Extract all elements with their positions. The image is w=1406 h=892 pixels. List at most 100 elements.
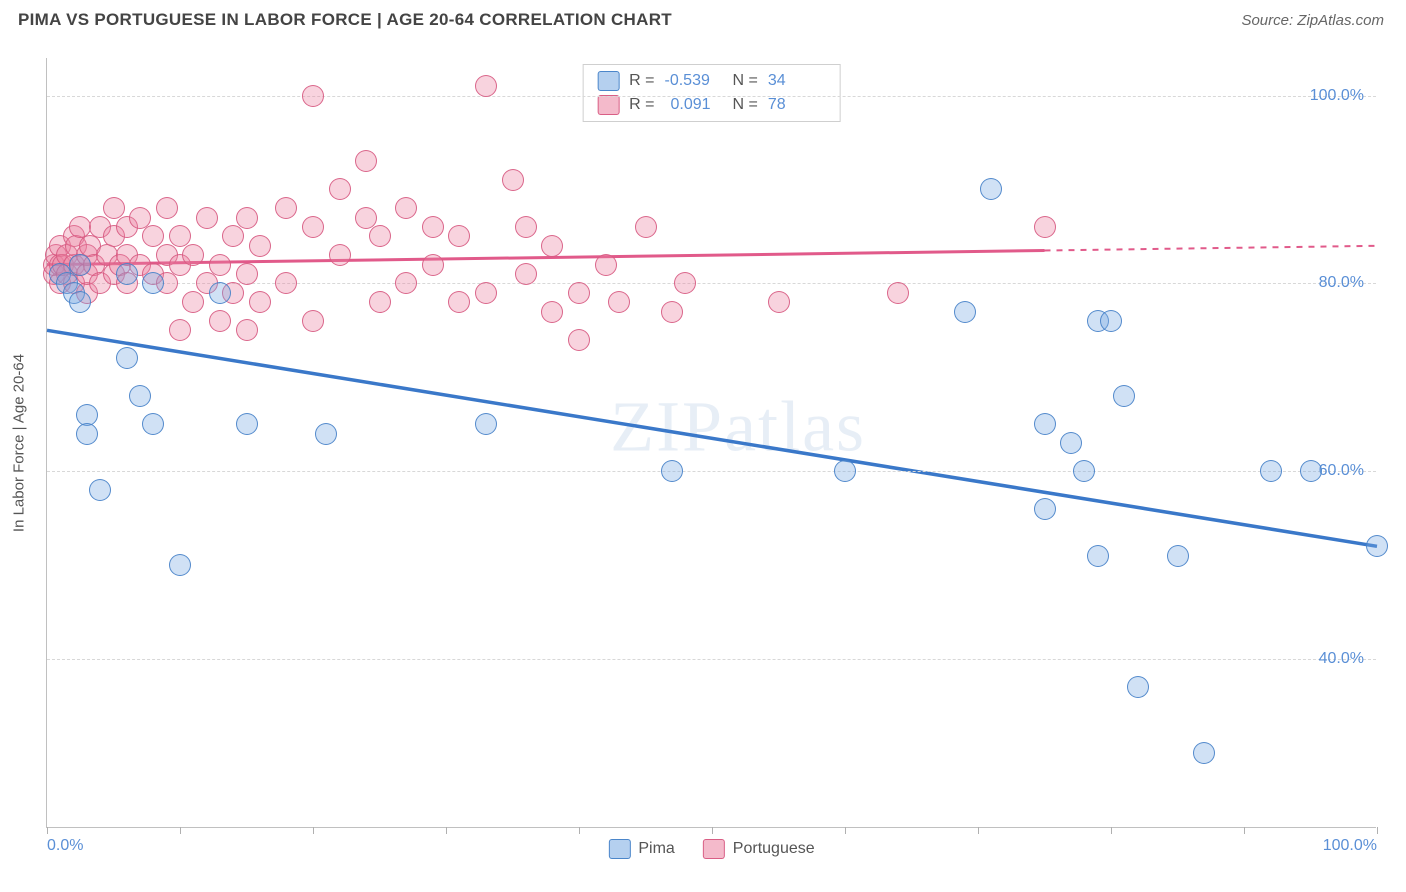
data-point-pima <box>661 460 683 482</box>
data-point-portuguese <box>369 225 391 247</box>
x-tick-mark <box>978 827 979 834</box>
data-point-portuguese <box>595 254 617 276</box>
legend-bottom: Pima Portuguese <box>608 839 814 859</box>
data-point-pima <box>834 460 856 482</box>
legend-item-portuguese: Portuguese <box>703 839 815 859</box>
data-point-portuguese <box>236 207 258 229</box>
chart-source: Source: ZipAtlas.com <box>1241 12 1384 29</box>
data-point-portuguese <box>275 197 297 219</box>
data-point-pima <box>116 263 138 285</box>
x-tick-mark <box>712 827 713 834</box>
data-point-pima <box>1260 460 1282 482</box>
data-point-portuguese <box>209 254 231 276</box>
data-point-pima <box>1167 545 1189 567</box>
data-point-portuguese <box>302 216 324 238</box>
data-point-portuguese <box>502 169 524 191</box>
chart-header: PIMA VS PORTUGUESE IN LABOR FORCE | AGE … <box>0 0 1406 38</box>
data-point-portuguese <box>475 75 497 97</box>
data-point-pima <box>1060 432 1082 454</box>
stats-n-value-pima: 34 <box>768 72 826 90</box>
data-point-portuguese <box>515 216 537 238</box>
data-point-portuguese <box>568 329 590 351</box>
data-point-pima <box>142 413 164 435</box>
x-tick-mark <box>1377 827 1378 834</box>
data-point-portuguese <box>302 85 324 107</box>
x-tick-mark <box>1244 827 1245 834</box>
data-point-portuguese <box>129 207 151 229</box>
data-point-pima <box>169 554 191 576</box>
y-tick-label: 80.0% <box>1319 274 1364 292</box>
data-point-portuguese <box>222 225 244 247</box>
data-point-portuguese <box>541 235 563 257</box>
data-point-portuguese <box>103 197 125 219</box>
data-point-portuguese <box>568 282 590 304</box>
data-point-portuguese <box>249 291 271 313</box>
data-point-portuguese <box>249 235 271 257</box>
trendlines-svg <box>47 58 1377 828</box>
data-point-pima <box>980 178 1002 200</box>
data-point-pima <box>116 347 138 369</box>
data-point-portuguese <box>887 282 909 304</box>
x-tick-mark <box>313 827 314 834</box>
data-point-portuguese <box>196 207 218 229</box>
data-point-pima <box>315 423 337 445</box>
stats-r-label-port: R = <box>629 96 654 114</box>
legend-item-pima: Pima <box>608 839 674 859</box>
data-point-portuguese <box>169 225 191 247</box>
data-point-portuguese <box>355 207 377 229</box>
data-point-portuguese <box>142 225 164 247</box>
data-point-pima <box>1034 498 1056 520</box>
scatter-plot-area: In Labor Force | Age 20-64 ZIPatlas R = … <box>46 58 1376 828</box>
data-point-portuguese <box>475 282 497 304</box>
data-point-portuguese <box>515 263 537 285</box>
data-point-pima <box>69 291 91 313</box>
data-point-pima <box>236 413 258 435</box>
x-tick-label: 100.0% <box>1323 837 1377 855</box>
trendline <box>1045 246 1378 251</box>
data-point-portuguese <box>329 178 351 200</box>
data-point-pima <box>1193 742 1215 764</box>
data-point-pima <box>954 301 976 323</box>
data-point-pima <box>209 282 231 304</box>
correlation-stats-box: R = -0.539 N = 34 R = 0.091 N = 78 <box>582 64 841 122</box>
data-point-portuguese <box>355 150 377 172</box>
portuguese-swatch-icon <box>597 95 619 115</box>
data-point-pima <box>1300 460 1322 482</box>
x-tick-mark <box>47 827 48 834</box>
data-point-pima <box>1366 535 1388 557</box>
data-point-portuguese <box>169 319 191 341</box>
data-point-pima <box>1127 676 1149 698</box>
data-point-portuguese <box>608 291 630 313</box>
data-point-pima <box>1073 460 1095 482</box>
stats-row-portuguese: R = 0.091 N = 78 <box>597 93 826 117</box>
data-point-pima <box>89 479 111 501</box>
data-point-portuguese <box>275 272 297 294</box>
portuguese-legend-swatch-icon <box>703 839 725 859</box>
data-point-portuguese <box>448 225 470 247</box>
data-point-portuguese <box>236 319 258 341</box>
y-tick-label: 40.0% <box>1319 650 1364 668</box>
data-point-portuguese <box>422 254 444 276</box>
data-point-pima <box>142 272 164 294</box>
y-axis-label: In Labor Force | Age 20-64 <box>11 353 28 531</box>
data-point-portuguese <box>422 216 444 238</box>
data-point-portuguese <box>1034 216 1056 238</box>
trendline <box>47 330 1377 546</box>
stats-r-value-port: 0.091 <box>665 96 723 114</box>
pima-legend-swatch-icon <box>608 839 630 859</box>
stats-row-pima: R = -0.539 N = 34 <box>597 69 826 93</box>
data-point-pima <box>1100 310 1122 332</box>
data-point-portuguese <box>768 291 790 313</box>
stats-n-label-pima: N = <box>733 72 758 90</box>
data-point-pima <box>1034 413 1056 435</box>
x-tick-mark <box>446 827 447 834</box>
data-point-portuguese <box>182 291 204 313</box>
chart-title: PIMA VS PORTUGUESE IN LABOR FORCE | AGE … <box>18 10 672 30</box>
data-point-pima <box>1087 545 1109 567</box>
x-tick-mark <box>1111 827 1112 834</box>
x-tick-mark <box>180 827 181 834</box>
data-point-pima <box>69 254 91 276</box>
data-point-portuguese <box>674 272 696 294</box>
data-point-portuguese <box>448 291 470 313</box>
stats-n-value-port: 78 <box>768 96 826 114</box>
